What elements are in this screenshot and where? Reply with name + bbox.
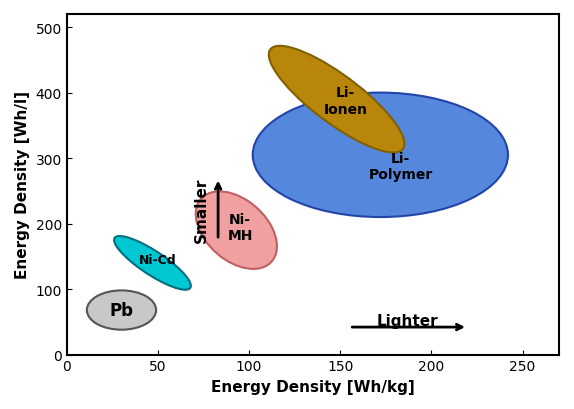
Ellipse shape [253, 93, 508, 218]
Text: Ni-
MH: Ni- MH [227, 212, 253, 243]
Text: Ni-Cd: Ni-Cd [139, 254, 177, 266]
Y-axis label: Energy Density [Wh/l]: Energy Density [Wh/l] [15, 91, 30, 279]
Ellipse shape [196, 192, 277, 269]
Text: Li-
Ionen: Li- Ionen [324, 86, 368, 116]
Ellipse shape [269, 47, 405, 153]
Text: Pb: Pb [110, 301, 134, 319]
Ellipse shape [114, 236, 191, 290]
Text: Li-
Polymer: Li- Polymer [369, 151, 433, 182]
Ellipse shape [87, 291, 156, 330]
Text: Lighter: Lighter [377, 313, 439, 328]
X-axis label: Energy Density [Wh/kg]: Energy Density [Wh/kg] [211, 379, 415, 394]
Text: Smaller: Smaller [194, 177, 209, 242]
